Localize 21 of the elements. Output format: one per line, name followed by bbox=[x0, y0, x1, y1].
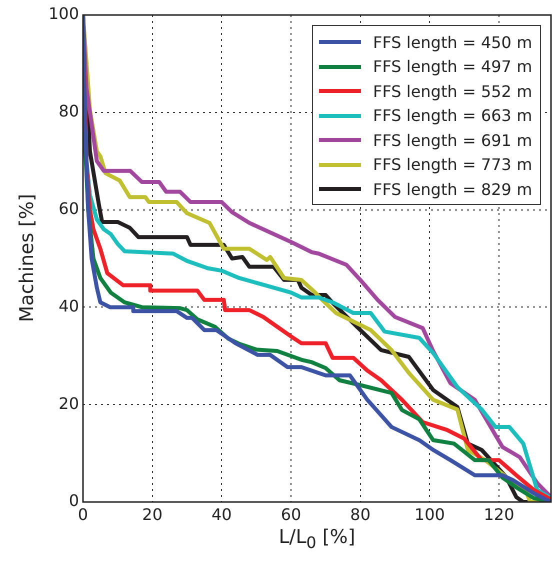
y-tick-label: 40 bbox=[58, 296, 79, 316]
x-tick-label: 20 bbox=[142, 504, 163, 524]
y-tick-label: 60 bbox=[58, 198, 79, 218]
legend-label: FFS length = 773 m bbox=[373, 155, 532, 174]
legend-label: FFS length = 497 m bbox=[373, 57, 532, 76]
legend-label: FFS length = 829 m bbox=[373, 180, 532, 199]
y-tick-label: 80 bbox=[58, 102, 79, 121]
x-tick-label: 40 bbox=[211, 504, 232, 524]
legend-label: FFS length = 552 m bbox=[373, 82, 532, 101]
x-tick-label: 120 bbox=[484, 504, 514, 524]
x-tick-label: 80 bbox=[350, 504, 371, 524]
y-tick-label: 0 bbox=[68, 491, 79, 510]
legend-label: FFS length = 691 m bbox=[373, 130, 532, 150]
x-tick-label: 60 bbox=[280, 504, 302, 524]
legend-label: FFS length = 450 m bbox=[373, 32, 532, 52]
x-axis-title: L/L$_{0}$ [%] bbox=[278, 526, 356, 552]
y-axis-title: Machines [%] bbox=[16, 194, 38, 322]
x-tick-label: 100 bbox=[414, 504, 445, 524]
y-tick-label: 100 bbox=[48, 4, 79, 24]
legend-label: FFS length = 663 m bbox=[373, 106, 532, 126]
y-tick-label: 20 bbox=[58, 394, 79, 413]
